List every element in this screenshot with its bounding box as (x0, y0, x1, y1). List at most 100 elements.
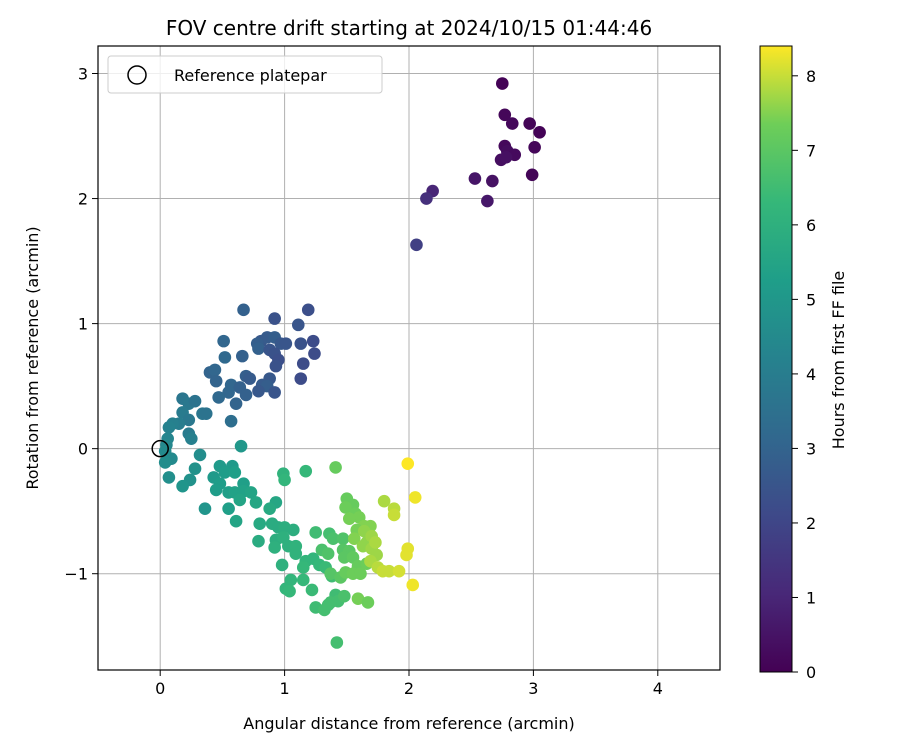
data-point (377, 494, 391, 508)
data-point (326, 532, 340, 545)
colorbar-tick-label: 8 (806, 67, 816, 86)
x-axis-label: Angular distance from reference (arcmin) (243, 714, 574, 733)
data-point (351, 592, 365, 606)
data-point (237, 303, 250, 317)
data-point (268, 312, 281, 325)
data-point (498, 108, 512, 122)
data-point (382, 564, 396, 578)
data-point (321, 598, 335, 612)
data-point (287, 523, 300, 537)
x-tick-label: 0 (155, 679, 165, 698)
data-point (338, 589, 351, 603)
data-point (291, 318, 305, 332)
data-points (158, 77, 546, 649)
colorbar-tick-label: 6 (806, 216, 816, 235)
data-point (252, 384, 265, 398)
data-point (294, 372, 308, 385)
colorbar-tick-label: 7 (806, 141, 816, 160)
y-tick-label: −1 (64, 565, 88, 584)
data-point (324, 567, 337, 581)
data-point (294, 337, 308, 350)
data-point (400, 548, 413, 562)
x-axis-ticks: 0 1 2 3 4 (155, 670, 663, 698)
data-point (209, 483, 223, 497)
data-point (243, 372, 257, 385)
x-tick-label: 3 (528, 679, 538, 698)
x-tick-label: 2 (404, 679, 414, 698)
data-point (158, 456, 172, 469)
data-point (401, 457, 415, 470)
y-axis-label: Rotation from reference (arcmin) (23, 226, 42, 489)
data-point (339, 501, 352, 514)
data-point (253, 517, 267, 530)
data-point (392, 564, 406, 578)
data-point (176, 479, 189, 493)
data-point (268, 541, 281, 554)
colorbar-ticks: 0 1 2 3 4 5 6 7 8 (792, 67, 816, 682)
data-point (468, 172, 482, 185)
data-point (249, 496, 263, 509)
colorbar-gradient (759, 45, 793, 673)
x-tick-label: 1 (280, 679, 290, 698)
data-point (342, 512, 356, 525)
data-point (185, 432, 198, 445)
data-point (263, 502, 276, 515)
colorbar-label: Hours from first FF file (829, 271, 848, 450)
y-tick-label: 0 (78, 440, 88, 459)
data-point (420, 192, 433, 205)
data-point (410, 238, 423, 252)
data-point (193, 448, 207, 462)
data-point (329, 461, 342, 474)
data-point (209, 374, 223, 388)
data-point (188, 394, 202, 408)
legend-entry-reference: Reference platepar (174, 66, 327, 85)
data-point (296, 561, 310, 574)
data-point (229, 514, 243, 528)
data-point (308, 347, 321, 360)
legend-marker-reference (127, 65, 147, 85)
data-point (296, 573, 310, 587)
data-point (309, 526, 323, 539)
data-point (268, 386, 281, 399)
data-point (301, 303, 315, 317)
colorbar-tick-label: 4 (806, 365, 816, 384)
colorbar-tick-label: 0 (806, 663, 816, 682)
y-tick-label: 3 (78, 65, 88, 84)
colorbar-tick-label: 1 (806, 588, 816, 607)
data-point (188, 462, 202, 475)
y-axis-ticks: −1 0 1 2 3 (64, 65, 98, 584)
data-point (199, 407, 213, 420)
data-point (283, 584, 296, 598)
colorbar: 0 1 2 3 4 5 6 7 8 Hours from first FF file (759, 45, 848, 682)
data-point (279, 337, 293, 350)
colorbar-tick-label: 5 (806, 290, 816, 309)
chart-title: FOV centre drift starting at 2024/10/15 … (166, 16, 652, 40)
data-point (233, 493, 247, 507)
data-point (499, 150, 513, 164)
data-point (198, 502, 212, 515)
data-point (252, 342, 265, 355)
y-tick-label: 1 (78, 315, 88, 334)
data-point (218, 466, 232, 479)
data-point (162, 471, 176, 484)
data-point (505, 117, 519, 130)
data-point (525, 168, 539, 182)
data-point (208, 363, 222, 377)
data-point (347, 532, 361, 545)
data-point (305, 583, 319, 597)
data-point (228, 466, 242, 479)
data-point (275, 558, 289, 572)
data-point (387, 508, 401, 522)
data-point (330, 636, 344, 649)
data-point (252, 534, 265, 548)
data-point (222, 502, 235, 515)
legend-box (107, 55, 383, 94)
reference-point (151, 439, 169, 458)
grid (98, 46, 720, 670)
data-point (299, 464, 313, 478)
legend: Reference platepar (107, 55, 383, 94)
data-point (236, 349, 249, 363)
data-point (269, 359, 283, 373)
data-point (182, 413, 196, 427)
